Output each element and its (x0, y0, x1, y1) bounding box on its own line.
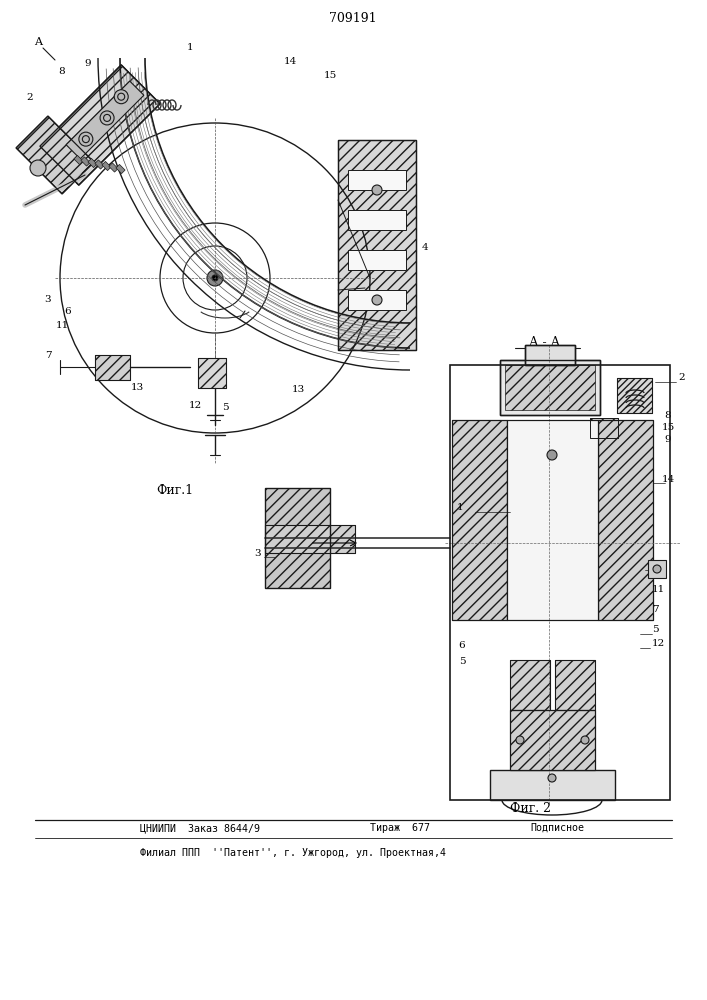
Bar (490, 770, 615, 800)
Circle shape (653, 565, 661, 573)
Bar (617, 378, 652, 413)
Polygon shape (16, 116, 94, 194)
Text: 5: 5 (652, 626, 658, 635)
Bar (648, 560, 666, 578)
Text: 15: 15 (323, 70, 337, 80)
Text: 11: 11 (651, 585, 665, 594)
Bar (507, 420, 598, 620)
Text: Филиал ППП  ''Патент'', г. Ужгород, ул. Проектная,4: Филиал ППП ''Патент'', г. Ужгород, ул. П… (140, 848, 446, 858)
Bar (338, 140, 416, 350)
Text: 10: 10 (653, 560, 667, 570)
Circle shape (548, 774, 556, 782)
Circle shape (212, 275, 218, 281)
Circle shape (207, 270, 223, 286)
Text: 709191: 709191 (329, 11, 377, 24)
Circle shape (547, 450, 557, 460)
Circle shape (372, 185, 382, 195)
Text: 7: 7 (652, 605, 658, 614)
Text: Подписное: Подписное (530, 823, 584, 833)
Bar (198, 358, 226, 388)
Text: 1: 1 (457, 504, 463, 512)
Text: 13: 13 (291, 385, 305, 394)
Circle shape (581, 736, 589, 744)
Text: 6: 6 (64, 308, 71, 316)
Bar (348, 250, 406, 270)
Bar (510, 660, 550, 710)
Bar (510, 660, 550, 710)
Circle shape (516, 736, 524, 744)
Polygon shape (116, 164, 125, 174)
Polygon shape (40, 65, 160, 185)
Text: ЦНИИПИ  Заказ 8644/9: ЦНИИПИ Заказ 8644/9 (140, 823, 260, 833)
Text: 4: 4 (421, 243, 428, 252)
Text: А - А: А - А (530, 336, 561, 350)
Text: 3: 3 (255, 548, 262, 558)
Text: 13: 13 (130, 383, 144, 392)
Bar (500, 360, 600, 415)
Polygon shape (66, 81, 144, 159)
Circle shape (100, 111, 114, 125)
Circle shape (372, 295, 382, 305)
Bar (198, 358, 226, 388)
Circle shape (115, 90, 128, 104)
Bar (95, 355, 130, 380)
Bar (507, 420, 598, 620)
Text: 5: 5 (222, 403, 228, 412)
Bar (510, 710, 595, 770)
Circle shape (79, 132, 93, 146)
Text: 3: 3 (45, 296, 52, 304)
Bar (450, 365, 670, 800)
Bar (265, 488, 330, 588)
Text: Тираж  677: Тираж 677 (370, 823, 430, 833)
Polygon shape (102, 161, 111, 171)
Bar (452, 420, 507, 620)
Text: Фиг. 2: Фиг. 2 (510, 802, 551, 814)
Bar (598, 420, 653, 620)
Polygon shape (88, 158, 97, 168)
Bar (348, 290, 406, 310)
Bar (265, 525, 355, 553)
Text: 9: 9 (85, 60, 91, 68)
Text: 2: 2 (679, 373, 685, 382)
Text: 2: 2 (27, 94, 33, 103)
Text: A: A (34, 37, 42, 47)
Bar (265, 488, 330, 588)
Polygon shape (74, 155, 83, 165)
Bar (617, 378, 652, 413)
Bar (348, 170, 406, 190)
Bar (95, 355, 130, 380)
Text: 11: 11 (55, 320, 69, 330)
Bar (348, 210, 406, 230)
Polygon shape (109, 163, 118, 172)
Bar (500, 360, 600, 415)
Text: 8: 8 (665, 410, 672, 420)
Circle shape (30, 160, 46, 176)
Text: 5: 5 (459, 658, 465, 666)
Text: 8: 8 (59, 68, 65, 77)
Bar (590, 418, 618, 438)
Bar (598, 420, 653, 620)
Bar (590, 418, 618, 438)
Text: 1: 1 (187, 43, 193, 52)
Polygon shape (81, 157, 90, 166)
Bar (338, 140, 416, 350)
Text: 9: 9 (665, 436, 672, 444)
Bar (265, 525, 355, 553)
Polygon shape (95, 160, 104, 169)
Text: Фиг.1: Фиг.1 (156, 484, 194, 496)
Bar (555, 660, 595, 710)
Text: 14: 14 (284, 57, 297, 66)
Text: 6: 6 (459, 641, 465, 650)
Bar (525, 345, 575, 365)
Bar (525, 345, 575, 365)
Text: 12: 12 (651, 640, 665, 648)
Text: 12: 12 (188, 401, 201, 410)
Bar (452, 420, 507, 620)
Bar (555, 660, 595, 710)
Bar (510, 710, 595, 770)
Text: 7: 7 (45, 351, 52, 360)
Text: 14: 14 (661, 476, 674, 485)
Text: 15: 15 (661, 424, 674, 432)
Bar (505, 365, 595, 410)
